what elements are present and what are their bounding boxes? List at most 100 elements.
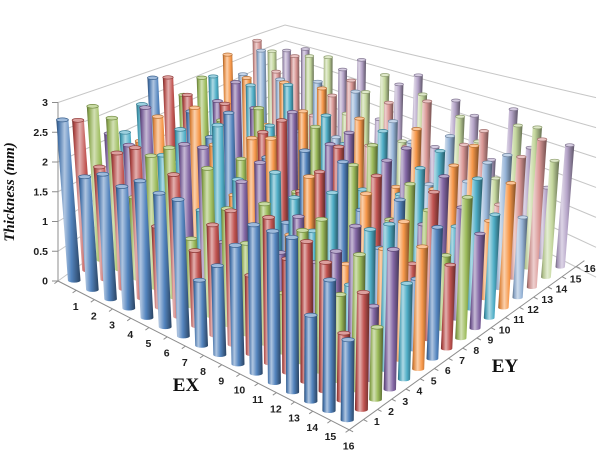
cylinder-body: [469, 233, 486, 331]
cylinder-top: [337, 159, 349, 164]
cylinder-top: [370, 173, 383, 178]
ex-axis-tick: [290, 401, 295, 405]
ey-axis-tick: [391, 398, 396, 402]
cylinder-top: [469, 113, 480, 118]
cylinder-top: [414, 166, 426, 171]
cylinder-top: [196, 145, 210, 150]
cylinder-top: [245, 83, 256, 88]
cylinder-top: [206, 222, 219, 228]
cylinder-top: [478, 129, 489, 133]
ex-axis-tick: [236, 373, 241, 378]
ey-axis-tick: [476, 337, 482, 341]
ex-tick-label: 4: [127, 329, 133, 341]
cylinder-top: [147, 75, 159, 80]
gridline: [57, 24, 597, 103]
cylinder-top: [316, 86, 328, 91]
cylinder-top: [105, 115, 118, 121]
ey-axis-tick: [363, 419, 368, 423]
ey-axis-tick: [434, 368, 439, 372]
cylinder-top: [474, 231, 486, 236]
ey-tick-label: 12: [527, 304, 539, 316]
cylinder-top: [320, 113, 332, 118]
cylinder-top: [438, 174, 450, 179]
cylinder-top: [230, 80, 241, 85]
cylinder-top: [188, 248, 202, 253]
cylinder-top: [235, 179, 248, 184]
cylinder-ex16-ey2: [354, 289, 370, 412]
cylinder-top: [356, 58, 367, 62]
cylinder-top: [212, 99, 223, 104]
cylinder-top: [228, 242, 242, 248]
cylinder-top: [286, 110, 298, 115]
cylinder-top: [383, 100, 394, 105]
axes-layer: [52, 102, 585, 433]
cylinder-top: [93, 164, 106, 170]
cylinder-top: [363, 227, 377, 232]
ex-axis-tick: [145, 327, 150, 331]
cylinder-ex7-ey1: [171, 197, 190, 339]
ey-axis-tick: [505, 317, 510, 321]
cylinder-top: [208, 74, 219, 79]
cylinder-top: [532, 125, 543, 130]
cylinder-top: [292, 214, 305, 219]
value-tick-label: 2: [42, 157, 48, 169]
ey-tick-label: 9: [488, 335, 494, 347]
x-axis-title: EX: [173, 375, 200, 396]
cylinder-top: [341, 337, 355, 343]
cylinder-top: [502, 153, 513, 158]
cylinder-top: [332, 144, 345, 149]
cylinder-body: [541, 160, 560, 279]
cylinder-top: [237, 72, 248, 77]
tick-labels-layer: 00.511.522.53123456789101112131415161234…: [33, 97, 595, 452]
cylinder-ex16-ey14: [526, 137, 548, 289]
cylinder-top: [505, 181, 517, 186]
cylinder-ex16-ey8: [440, 262, 457, 351]
cylinder-top: [343, 130, 355, 135]
cylinder-top: [96, 171, 110, 177]
cylinder-top: [428, 189, 440, 195]
ey-tick-label: 10: [499, 324, 511, 336]
ex-axis-tick: [199, 354, 204, 359]
cylinder-ex3-ey1: [96, 171, 117, 302]
cylinder-top: [430, 145, 440, 149]
ex-axis-tick: [308, 410, 314, 415]
cylinder-top: [404, 181, 416, 187]
cylinder-ex16-ey12: [498, 181, 517, 310]
ex-axis-tick: [181, 345, 186, 350]
cylinder-top: [490, 176, 501, 181]
cylinder-body: [397, 283, 413, 382]
cylinder-top: [397, 219, 410, 224]
cylinder-top: [282, 82, 294, 87]
cylinder-body: [56, 119, 81, 283]
ex-tick-label: 8: [200, 366, 206, 378]
ex-tick-label: 7: [182, 357, 188, 369]
cylinder-top: [56, 117, 69, 123]
ex-axis-tick: [272, 392, 277, 396]
cylinder-top: [468, 143, 480, 148]
value-tick-label: 2.5: [33, 127, 48, 139]
cylinder-top: [192, 277, 206, 283]
cylinder-top: [536, 137, 548, 142]
cylinder-top: [354, 116, 365, 121]
cylinder-top: [167, 172, 180, 177]
cylinder-top: [184, 236, 198, 241]
cylinder-body: [412, 246, 429, 371]
cylinder-top: [224, 208, 238, 214]
cylinder-top: [312, 79, 323, 84]
cylinder-top: [282, 48, 292, 53]
ey-axis-tick: [419, 378, 425, 382]
ey-axis-tick: [576, 266, 581, 270]
cylinder-top: [331, 135, 342, 140]
ey-tick-label: 13: [541, 294, 553, 306]
cylinder-top: [269, 170, 282, 175]
cylinder-body: [78, 176, 99, 292]
cylinder-top: [383, 221, 396, 227]
cylinder-top: [211, 122, 224, 128]
ex-axis-tick: [126, 317, 132, 322]
cylinder-top: [350, 89, 361, 94]
cylinder-body: [96, 174, 117, 302]
cylinder-top: [394, 82, 404, 87]
cylinder-body: [171, 199, 190, 339]
cylinder-ex14-ey1: [304, 312, 318, 404]
cylinder-top: [296, 228, 309, 233]
